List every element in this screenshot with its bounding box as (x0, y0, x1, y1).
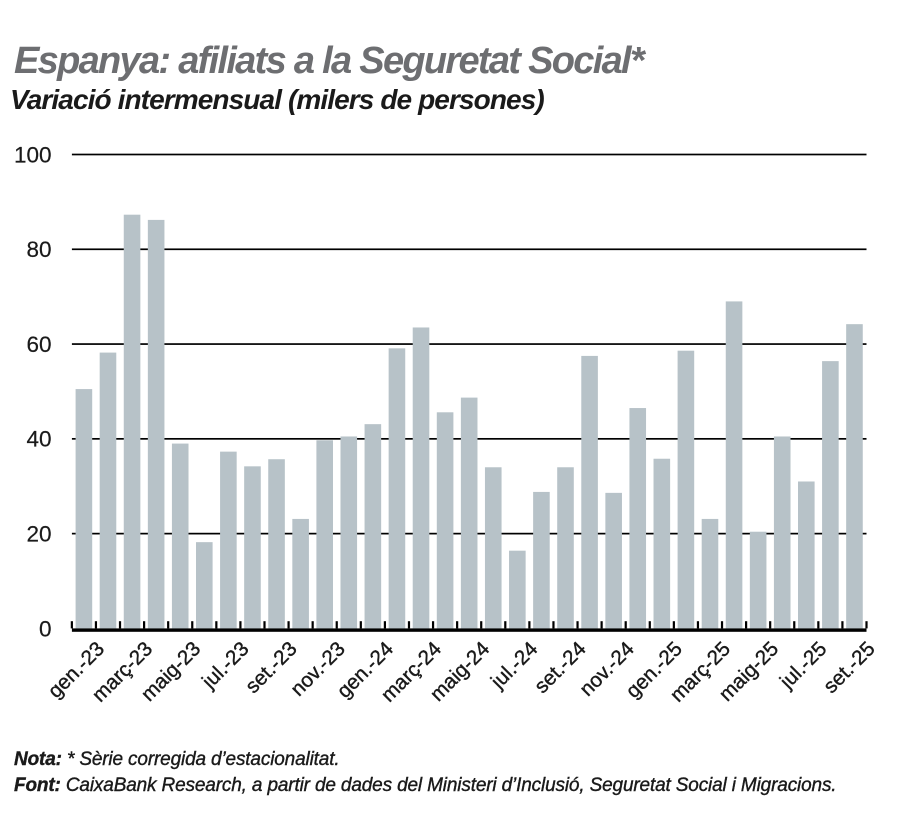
svg-text:set.-25: set.-25 (819, 637, 880, 698)
svg-text:60: 60 (26, 332, 51, 357)
svg-text:0: 0 (39, 616, 52, 641)
svg-text:100: 100 (14, 142, 52, 167)
svg-text:80: 80 (26, 237, 51, 262)
svg-text:40: 40 (26, 427, 51, 452)
svg-text:20: 20 (26, 522, 51, 547)
